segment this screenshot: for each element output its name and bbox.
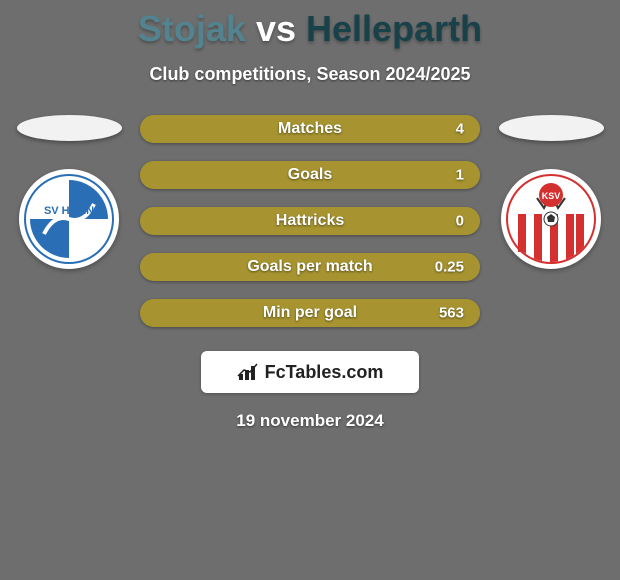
stat-label: Min per goal: [263, 304, 357, 322]
stat-row: Goals per match 0.25: [140, 253, 480, 281]
stat-value-right: 4: [456, 121, 464, 138]
ksv-logo-icon: KSV: [506, 174, 596, 264]
player2-name: Helleparth: [306, 8, 482, 49]
left-column: SV HORN: [14, 115, 124, 269]
player1-photo-placeholder: [17, 115, 122, 141]
stat-row: Hattricks 0: [140, 207, 480, 235]
stat-value-right: 1: [456, 167, 464, 184]
stat-label: Matches: [278, 120, 342, 138]
bar-chart-icon: [237, 362, 261, 382]
stat-value-right: 0: [456, 213, 464, 230]
stat-value-right: 563: [439, 305, 464, 322]
stat-row: Min per goal 563: [140, 299, 480, 327]
subtitle: Club competitions, Season 2024/2025: [0, 64, 620, 85]
stat-label: Hattricks: [276, 212, 344, 230]
stat-value-right: 0.25: [435, 259, 464, 276]
stat-row: Goals 1: [140, 161, 480, 189]
title-vs: vs: [256, 8, 296, 49]
stat-row: Matches 4: [140, 115, 480, 143]
club-left-badge: SV HORN: [19, 169, 119, 269]
right-column: KSV: [496, 115, 606, 269]
brand-text: FcTables.com: [265, 362, 384, 383]
stats-column: Matches 4 Goals 1 Hattricks 0 Goals per match 0…: [140, 115, 480, 327]
sv-horn-logo-icon: SV HORN: [24, 174, 114, 264]
player1-name: Stojak: [138, 8, 246, 49]
stat-label: Goals per match: [247, 258, 372, 276]
content-row: SV HORN Matches 4 Goals 1 Hattricks 0 Goals pe…: [0, 115, 620, 327]
page-title: Stojak vs Helleparth: [0, 0, 620, 50]
stat-label: Goals: [288, 166, 332, 184]
date-text: 19 november 2024: [0, 411, 620, 431]
player2-photo-placeholder: [499, 115, 604, 141]
club-right-label: KSV: [542, 191, 561, 201]
brand-badge[interactable]: FcTables.com: [201, 351, 419, 393]
club-left-label: SV HORN: [44, 205, 94, 217]
club-right-badge: KSV: [501, 169, 601, 269]
comparison-infographic: Stojak vs Helleparth Club competitions, …: [0, 0, 620, 580]
